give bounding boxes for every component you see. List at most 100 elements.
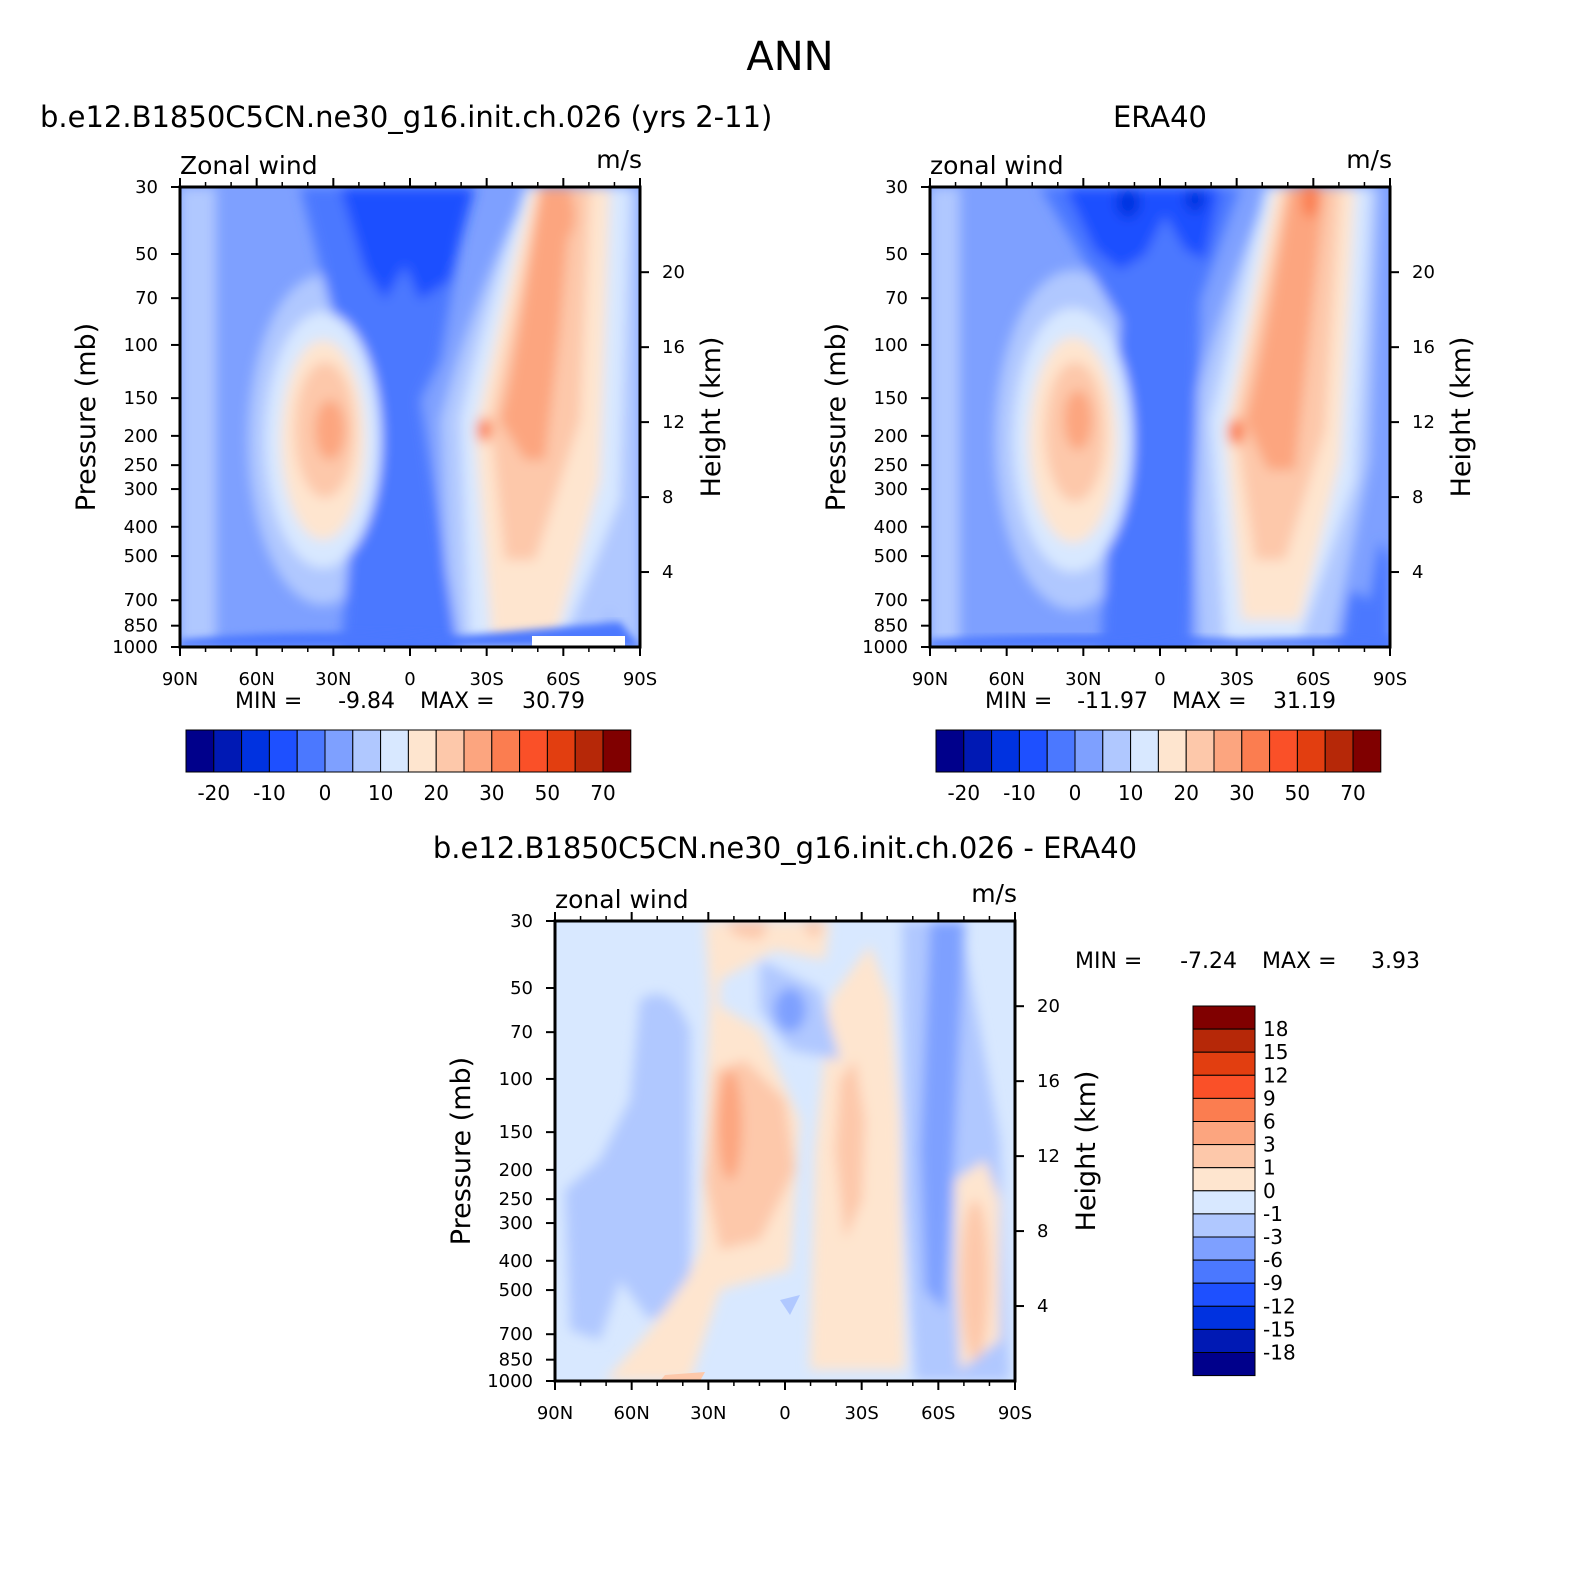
y-right-tick-label: 16 (1412, 337, 1435, 358)
colorbar-label: 10 (1118, 781, 1143, 805)
colorbar-label: 3 (1263, 1133, 1276, 1157)
colorbar-swatch (1192, 1074, 1256, 1099)
colorbar-label: 50 (1285, 781, 1310, 805)
y-right-tick-label: 4 (1037, 1296, 1048, 1317)
colorbar-swatch (1192, 1305, 1256, 1330)
x-tick-label: 60S (1296, 669, 1330, 690)
colorbar: -20 -10 0 10 20 30 50 70 (185, 729, 632, 805)
min-value: -7.24 (1180, 949, 1237, 974)
y-tick-label: 300 (124, 479, 158, 500)
colorbar-swatch (602, 729, 632, 773)
colorbar-swatch (1192, 1005, 1256, 1030)
colorbar-swatch (1269, 729, 1298, 773)
colorbar-label: 30 (479, 781, 504, 805)
y-right-tick-label: 12 (662, 412, 685, 433)
panel-title: ERA40 (1113, 100, 1207, 134)
y-right-axis-label: Height (km) (1071, 1071, 1102, 1232)
y-right-tick-label: 8 (1037, 1221, 1048, 1242)
colorbar-swatch (1192, 1236, 1256, 1261)
y-right-tick-label: 16 (1037, 1071, 1060, 1092)
colorbar-swatch (1018, 729, 1048, 773)
y-tick-label: 500 (874, 546, 908, 567)
colorbar-label: -3 (1263, 1225, 1283, 1249)
y-tick-label: 200 (499, 1160, 533, 1181)
colorbar-label: 9 (1263, 1086, 1276, 1110)
colorbar-swatch (1130, 729, 1159, 773)
x-tick-label: 90S (623, 669, 657, 690)
y-right-tick-label: 4 (662, 562, 673, 583)
colorbar-swatch (1074, 729, 1104, 773)
colorbar-label: -12 (1263, 1294, 1296, 1318)
colorbar-swatch (268, 729, 298, 773)
max-label: MAX = (420, 689, 495, 714)
colorbar-swatch (574, 729, 604, 773)
axes: 90N 60N 30N 0 30S 60S 90S 30 50 70 100 150 200 250 300… (821, 177, 1477, 690)
colorbar-swatch (1192, 1144, 1256, 1169)
x-tick-label: 90S (1373, 669, 1407, 690)
colorbar-swatch (1192, 1051, 1256, 1076)
contour-field (555, 921, 1015, 1381)
colorbar-swatch (1296, 729, 1326, 773)
colorbar-label: 6 (1263, 1110, 1276, 1134)
axes: 90N 60N 30N 0 30S 60S 90S 30 50 70 100 150 200 250 300… (71, 177, 727, 690)
colorbar-label: 70 (1340, 781, 1365, 805)
x-tick-label: 90N (162, 669, 198, 690)
y-axis-label: Pressure (mb) (821, 323, 852, 511)
colorbar-swatch (1192, 1121, 1256, 1146)
y-right-axis-label: Height (km) (696, 337, 727, 498)
colorbar-swatch (1192, 1259, 1256, 1284)
y-tick-label: 70 (510, 1022, 533, 1043)
colorbar-swatch (1185, 729, 1215, 773)
y-tick-label: 50 (135, 244, 158, 265)
panel-title: b.e12.B1850C5CN.ne30_g16.init.ch.026 - E… (433, 831, 1137, 865)
x-tick-label: 60N (988, 669, 1024, 690)
colorbar-label: -20 (197, 781, 230, 805)
colorbar-swatch (519, 729, 548, 773)
colorbar-label: 1 (1263, 1156, 1276, 1180)
x-tick-label: 60S (546, 669, 580, 690)
min-value: -11.97 (1077, 689, 1148, 714)
x-tick-label: 30S (1219, 669, 1253, 690)
colorbar-swatch (1192, 1282, 1256, 1307)
contour-field (930, 187, 1390, 647)
colorbar-swatch (546, 729, 576, 773)
min-label: MIN = (1075, 949, 1142, 974)
colorbar-label: 18 (1263, 1017, 1288, 1041)
colorbar-swatch (213, 729, 243, 773)
y-tick-label: 100 (874, 335, 908, 356)
y-right-tick-label: 8 (1412, 487, 1423, 508)
y-tick-label: 700 (874, 590, 908, 611)
colorbar-label: 15 (1263, 1040, 1288, 1064)
colorbar-label: 20 (1173, 781, 1198, 805)
x-tick-label: 60S (921, 1403, 955, 1424)
y-tick-label: 850 (874, 616, 908, 637)
min-value: -9.84 (338, 689, 395, 714)
max-value: 3.93 (1371, 949, 1420, 974)
y-tick-label: 250 (874, 455, 908, 476)
colorbar-swatch (1213, 729, 1243, 773)
y-tick-label: 500 (124, 546, 158, 567)
colorbar-swatch (296, 729, 326, 773)
colorbar-swatch (1192, 1167, 1256, 1192)
y-tick-label: 850 (124, 616, 158, 637)
y-tick-label: 250 (499, 1189, 533, 1210)
y-right-tick-label: 12 (1037, 1146, 1060, 1167)
colorbar-label: 50 (535, 781, 560, 805)
y-tick-label: 150 (499, 1122, 533, 1143)
units-label: m/s (1346, 145, 1392, 174)
panel-title: b.e12.B1850C5CN.ne30_g16.init.ch.026 (yr… (40, 100, 772, 134)
panel-era40: ERA40 zonal wind m/s (821, 100, 1477, 805)
y-tick-label: 1000 (862, 637, 908, 658)
panel-model: b.e12.B1850C5CN.ne30_g16.init.ch.026 (yr… (40, 100, 772, 805)
y-axis-label: Pressure (mb) (71, 323, 102, 511)
colorbar-swatch (1241, 729, 1271, 773)
max-label: MAX = (1172, 689, 1247, 714)
y-right-tick-label: 4 (1412, 562, 1423, 583)
colorbar-label: -20 (947, 781, 980, 805)
colorbar-swatch (241, 729, 270, 773)
y-tick-label: 250 (124, 455, 158, 476)
colorbar-swatch (435, 729, 465, 773)
x-tick-label: 90S (998, 1403, 1032, 1424)
